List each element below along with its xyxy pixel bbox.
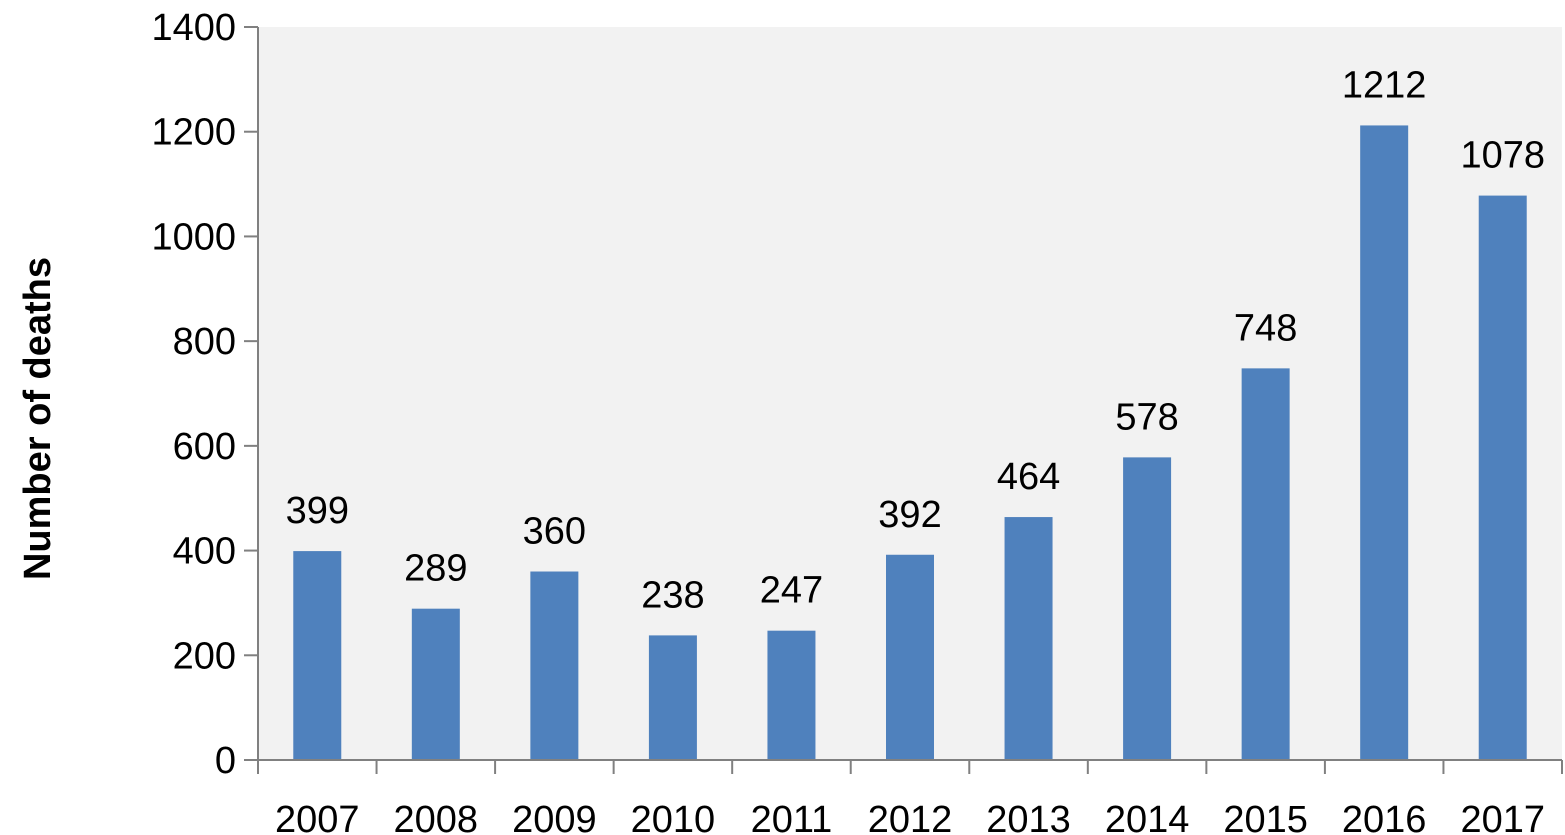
bar-2009	[530, 571, 579, 760]
x-tick-label-2007: 2007	[275, 799, 360, 835]
y-tick-label: 200	[173, 635, 236, 677]
y-tick-label: 400	[173, 531, 236, 573]
x-tick-label-2013: 2013	[986, 799, 1071, 835]
x-tick-label-2014: 2014	[1105, 799, 1190, 835]
data-label-2008: 289	[404, 548, 467, 590]
x-tick-label-2017: 2017	[1460, 799, 1545, 835]
data-label-2015: 748	[1234, 307, 1297, 349]
bar-2016	[1360, 125, 1409, 761]
x-tick-label-2011: 2011	[751, 799, 833, 835]
data-label-2007: 399	[286, 490, 349, 532]
x-axis-ticks: 2007 2008 2009 2010 2011 2012 2013 2014 2015 2016…	[257, 760, 1563, 835]
bar-2012	[886, 554, 934, 760]
bar-2010	[648, 635, 697, 760]
x-tick-label-2012: 2012	[868, 799, 953, 835]
x-tick-label-2010: 2010	[631, 799, 716, 835]
y-axis-title: Number of deaths	[17, 257, 59, 580]
y-tick-label: 1200	[151, 112, 236, 154]
bar-2008	[411, 608, 460, 760]
y-tick-label: 1000	[151, 216, 236, 258]
x-tick-label-2015: 2015	[1223, 799, 1308, 835]
x-tick-label-2016: 2016	[1342, 799, 1427, 835]
bar-2017	[1478, 195, 1527, 761]
x-tick-label-2008: 2008	[394, 799, 479, 835]
bar-2015	[1241, 368, 1290, 760]
data-labels: 399 289 360 238 247 392 464 578 748 1212 1078	[286, 64, 1545, 616]
bar-2014	[1123, 457, 1172, 760]
data-label-2013: 464	[997, 456, 1060, 498]
data-label-2009: 360	[523, 511, 586, 553]
bar-2013	[1004, 517, 1053, 760]
y-tick-label: 600	[173, 426, 236, 468]
data-label-2016: 1212	[1342, 64, 1427, 106]
data-label-2014: 578	[1115, 396, 1178, 438]
data-label-2012: 392	[878, 494, 941, 536]
y-tick-label: 0	[215, 740, 236, 782]
x-tick-label-2009: 2009	[512, 799, 597, 835]
y-axis-ticks: 0 200 400 600 800 1000 1200 1400	[151, 7, 258, 782]
data-label-2017: 1078	[1460, 135, 1545, 177]
bar-series	[293, 125, 1527, 761]
y-tick-label: 1400	[151, 7, 236, 49]
data-label-2011: 247	[760, 570, 823, 612]
data-label-2010: 238	[641, 574, 704, 616]
y-tick-label: 800	[173, 321, 236, 363]
bar-2011	[767, 630, 816, 760]
bar-2007	[293, 551, 342, 760]
